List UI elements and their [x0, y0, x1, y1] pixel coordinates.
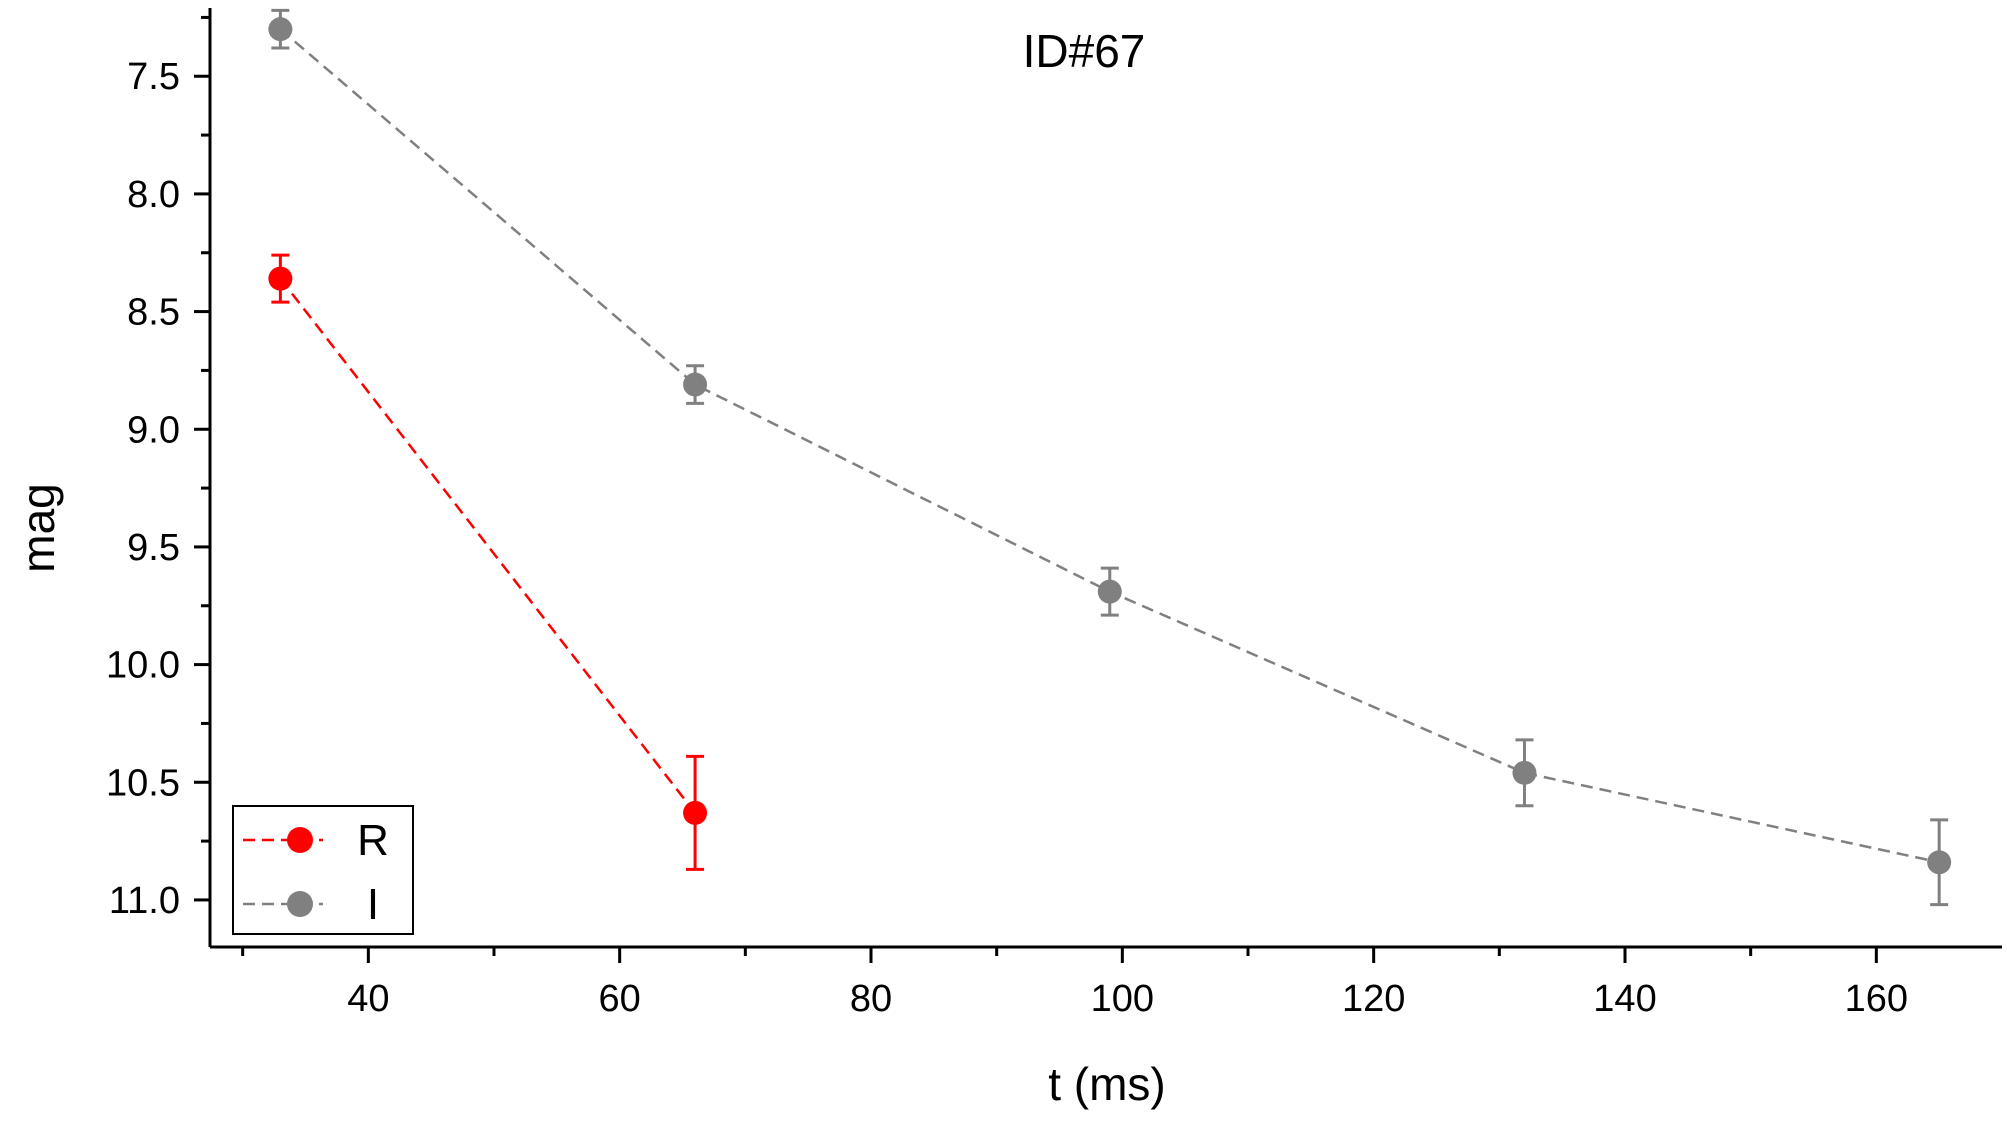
- data-point: [1512, 760, 1537, 785]
- x-tick-label: 140: [1593, 978, 1656, 1020]
- series-line-R: [279, 277, 697, 814]
- x-tick-label: 60: [599, 978, 641, 1020]
- y-tick-label: 10.0: [106, 645, 180, 687]
- series-line-I: [279, 28, 1940, 864]
- data-point: [1097, 579, 1122, 604]
- y-tick-label: 11.0: [109, 880, 180, 922]
- legend: RI: [232, 805, 414, 935]
- data-point: [683, 800, 708, 825]
- chart-title: ID#67: [1023, 25, 1146, 77]
- data-point: [268, 266, 293, 291]
- data-point: [268, 17, 293, 42]
- legend-box: [232, 805, 414, 935]
- x-axis-label: t (ms): [1048, 1058, 1166, 1110]
- x-tick-label: 160: [1845, 978, 1908, 1020]
- y-tick-label: 9.0: [127, 409, 180, 451]
- series-I: [268, 8, 1952, 907]
- x-tick-label: 80: [850, 978, 892, 1020]
- y-tick-label: 7.5: [127, 56, 180, 98]
- legend-label-R: R: [357, 816, 389, 865]
- series-layer: [268, 8, 1952, 907]
- x-tick-label: 100: [1091, 978, 1154, 1020]
- series-R: [268, 253, 708, 871]
- data-point: [683, 372, 708, 397]
- x-tick-label: 40: [347, 978, 389, 1020]
- legend-marker-I: [287, 891, 313, 917]
- legend-marker-R: [287, 827, 313, 853]
- y-tick-label: 8.5: [127, 292, 180, 334]
- legend-label-I: I: [367, 880, 379, 929]
- axes-layer: 40 60 80 100 120 140 160 7.5 8.0 8.5 9.0 9.5 10.0 10.…: [106, 8, 2002, 1020]
- y-axis-label: mag: [12, 483, 64, 572]
- y-tick-label: 8.0: [127, 174, 180, 216]
- data-point: [1927, 850, 1952, 875]
- y-tick-label: 9.5: [127, 527, 180, 569]
- y-tick-label: 10.5: [106, 762, 180, 804]
- x-tick-label: 120: [1342, 978, 1405, 1020]
